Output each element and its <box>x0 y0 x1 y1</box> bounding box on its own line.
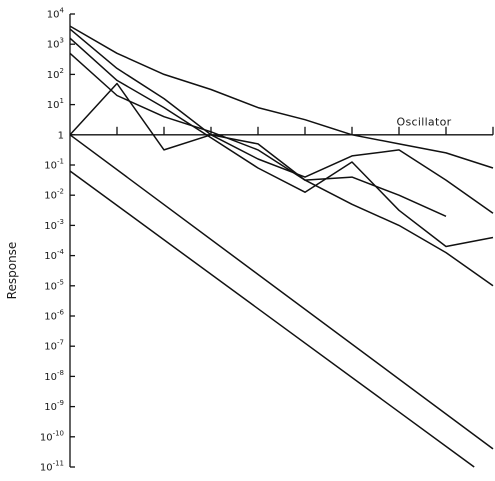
series-line-3 <box>69 37 494 248</box>
series-line-5 <box>69 82 447 217</box>
y-tick-labels: 104 103 102 101 1 10-1 10-2 10-3 10-4 10-5 10-6 10-… <box>40 7 75 474</box>
y-tick-label: 10-3 <box>44 218 64 232</box>
y-tick-label: 10-10 <box>40 429 64 443</box>
y-tick-label: 10-9 <box>44 399 64 413</box>
y-tick-label: 10-5 <box>44 278 64 292</box>
series-line-1 <box>69 25 494 169</box>
y-tick-label: 10-11 <box>40 460 64 474</box>
y-tick-label: 10-8 <box>44 369 64 383</box>
series-line-7 <box>69 170 475 468</box>
y-tick-label: 10-7 <box>44 339 64 353</box>
y-tick-label: 103 <box>47 37 64 51</box>
y-tick-label: 104 <box>47 7 65 21</box>
y-tick-label: 10-6 <box>44 309 64 323</box>
series-line-2 <box>69 28 494 214</box>
y-tick-label: 1 <box>58 130 64 141</box>
y-tick-label: 10-1 <box>44 158 64 172</box>
y-tick-label: 102 <box>47 67 64 81</box>
y-axis-label: Response <box>5 242 19 300</box>
oscillator-annotation: Oscillator <box>397 116 452 129</box>
y-tick-label: 10-2 <box>44 188 64 202</box>
x-ticks <box>116 126 494 135</box>
y-tick-label: 101 <box>47 97 64 111</box>
series-line-4 <box>69 52 494 287</box>
axes-group <box>69 14 493 467</box>
series-line-6 <box>69 134 494 450</box>
series-lines <box>69 25 494 468</box>
y-tick-label: 10-4 <box>44 248 64 262</box>
